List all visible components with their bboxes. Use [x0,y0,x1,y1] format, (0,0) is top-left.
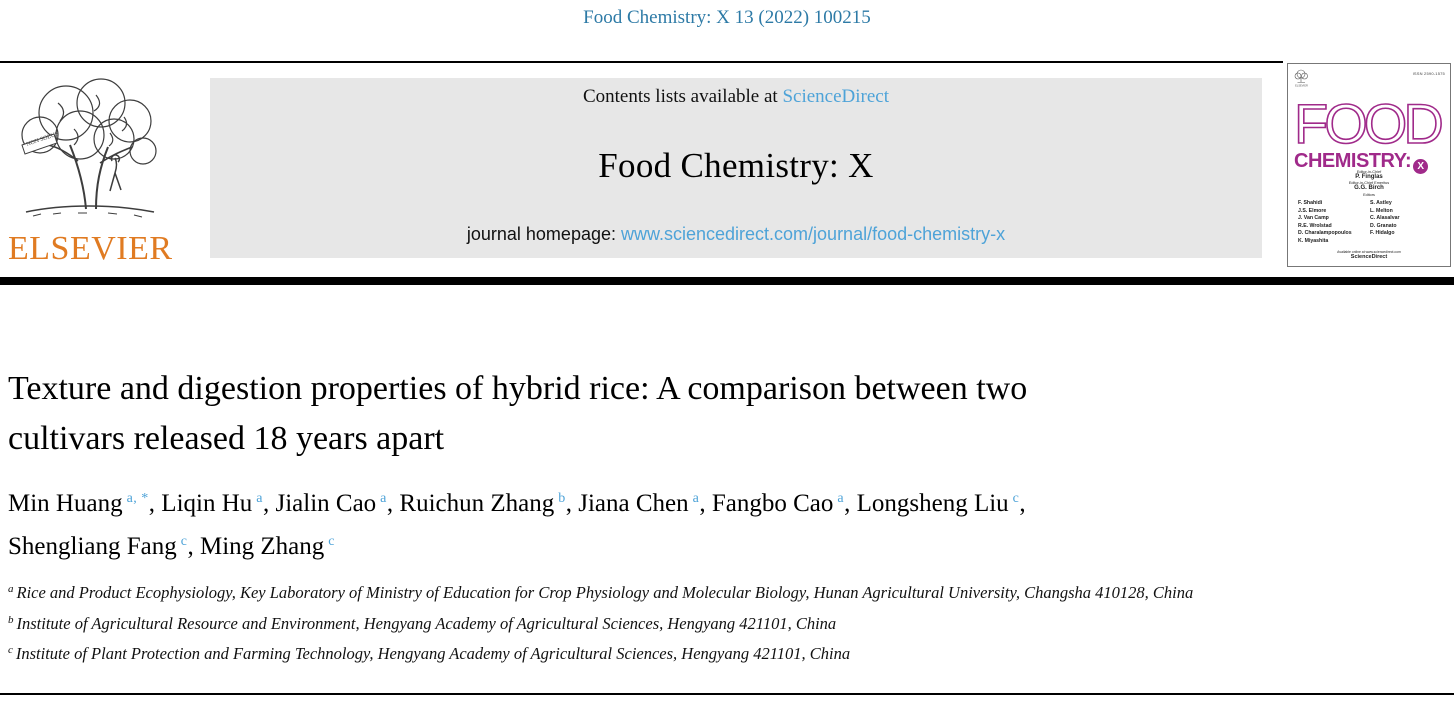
affiliation: c Institute of Plant Protection and Farmi… [8,640,1193,671]
contents-prefix: Contents lists available at [582,86,783,107]
editor-name: J. Van Camp [1298,215,1329,222]
cover-editor-columns: F. Shahidi J.S. Elmore J. Van Camp R.E. … [1298,200,1442,246]
article-title: Texture and digestion properties of hybr… [8,364,1027,464]
eic-label: Editor-in-Chief [1356,170,1382,174]
editor-name: C. Alasalvar [1370,215,1400,222]
homepage-line: journal homepage: www.sciencedirect.com/… [467,224,1005,245]
author-name: Ruichun Zhang [399,490,555,517]
editors-label: Editors [1363,193,1375,197]
author-affil-sup[interactable]: c [328,534,335,549]
author: Ruichun Zhang b [399,490,565,517]
emeritus-label: Editor-in-Chief Emeritus [1348,181,1390,185]
author-affil-sup[interactable]: c [180,534,188,549]
author-affil-sup[interactable]: b [558,491,566,506]
article-title-line2: cultivars released 18 years apart [8,420,445,457]
affiliation-text: Institute of Plant Protection and Farmin… [15,644,851,663]
author-separator: , [262,490,276,517]
affiliation-text: Institute of Agricultural Resource and E… [16,613,837,633]
author-list: Min Huang a, *, Liqin Hu a, Jialin Cao a, R… [8,484,1183,570]
eic-name: P. Finglas [1355,174,1383,180]
author-name: Jiana Chen [578,490,689,517]
author-name: Fangbo Cao [711,490,834,517]
cover-elsevier-mark-icon: ELSEVIER [1294,69,1308,88]
journal-title: Food Chemistry: X [598,146,874,185]
cover-footer: Available online at www.sciencedirect.co… [1288,250,1450,260]
cover-x-badge: X [1413,159,1429,174]
author: Ming Zhang c [200,533,335,560]
affiliation-list: a Rice and Product Ecophysiology, Key Lab… [8,579,1193,671]
author: Fangbo Cao a [712,490,844,517]
affiliation: a Rice and Product Ecophysiology, Key Lab… [8,579,1193,610]
author-affil-sup[interactable]: a, * [126,491,149,506]
running-head-citation: Food Chemistry: X 13 (2022) 100215 [583,7,871,28]
cover-issn: ISSN 2590-1575 [1412,71,1445,76]
journal-cover-thumbnail: ELSEVIER ISSN 2590-1575 FOOD CHEMISTRY: X… [1287,63,1451,267]
cover-editors-block: Editor-in-Chief P. Finglas Editor-in-Chi… [1288,170,1450,197]
editor-column-left: F. Shahidi J.S. Elmore J. Van Camp R.E. … [1298,200,1370,246]
sciencedirect-link[interactable]: ScienceDirect [782,86,890,107]
header-thick-rule [0,277,1454,285]
cover-available-online: Available online at www.sciencedirect.co… [1337,250,1401,254]
author-separator: , [386,490,400,517]
affiliation-sup: c [8,644,13,656]
author: Longsheng Liu c [857,490,1020,517]
author-name: Min Huang [8,490,123,517]
author-separator: , [187,533,200,560]
elsevier-wordmark: ELSEVIER [8,230,173,267]
cover-title-chemistry: CHEMISTRY: X [1294,150,1429,174]
editor-name: D. Granato [1370,222,1397,229]
cover-sciencedirect: ScienceDirect [1350,254,1388,260]
cover-chemistry-text: CHEMISTRY: [1294,150,1412,172]
homepage-prefix: journal homepage: [466,224,621,244]
author: Liqin Hu a [161,490,263,517]
author-affil-sup[interactable]: a [256,491,263,506]
author-affil-sup[interactable]: a [380,491,387,506]
editor-name: S. Astley [1370,200,1392,206]
affiliation: b Institute of Agricultural Resource and … [8,610,1193,641]
elsevier-logo: NON SOLUS ELSEVIER [8,72,174,268]
affiliation-sup: a [8,583,14,595]
editor-name: F. Shahidi [1298,200,1323,206]
author-name: Longsheng Liu [856,490,1009,517]
homepage-url-link[interactable]: www.sciencedirect.com/journal/food-chemi… [620,224,1006,244]
editor-name: R.E. Wrolstad [1298,222,1332,229]
journal-banner: Contents lists available at ScienceDirec… [210,78,1262,258]
emeritus-name: G.G. Birch [1354,185,1384,191]
author: Jiana Chen a [578,490,699,517]
author-name: Shengliang Fang [8,533,177,560]
editor-name: F. Hidalgo [1370,230,1395,237]
cover-elsevier-text: ELSEVIER [1295,84,1308,88]
author-name: Ming Zhang [199,533,325,560]
elsevier-tree-icon: NON SOLUS [21,78,157,218]
editor-name: K. Miyashita [1298,237,1329,244]
author-name: Jialin Cao [275,490,377,517]
author-affil-sup[interactable]: a [692,491,700,506]
contents-line: Contents lists available at ScienceDirec… [583,86,889,108]
author-separator: , [148,490,162,517]
author-affil-sup[interactable]: a [837,491,845,506]
top-divider [0,61,1283,63]
affiliation-text: Rice and Product Ecophysiology, Key Labo… [16,583,1194,602]
author-affil-sup[interactable]: c [1012,491,1020,506]
author: Min Huang a, * [8,490,149,517]
cover-title-food: FOOD [1293,92,1444,155]
author-name: Liqin Hu [161,490,253,517]
editor-name: L. Melton [1370,207,1393,214]
article-title-line1: Texture and digestion properties of hybr… [8,370,1028,407]
author: Jialin Cao a [275,490,386,517]
author-separator: , [699,490,712,517]
editor-name: D. Charalampopoulos [1298,230,1352,237]
author-separator: , [1019,490,1026,517]
author-separator: , [565,490,579,517]
affiliation-sup: b [8,613,14,626]
footer-divider [0,693,1454,695]
editor-name: J.S. Elmore [1298,207,1327,214]
editor-column-right: S. Astley L. Melton C. Alasalvar D. Gran… [1370,200,1442,246]
author-separator: , [844,490,857,517]
author: Shengliang Fang c [8,533,187,560]
